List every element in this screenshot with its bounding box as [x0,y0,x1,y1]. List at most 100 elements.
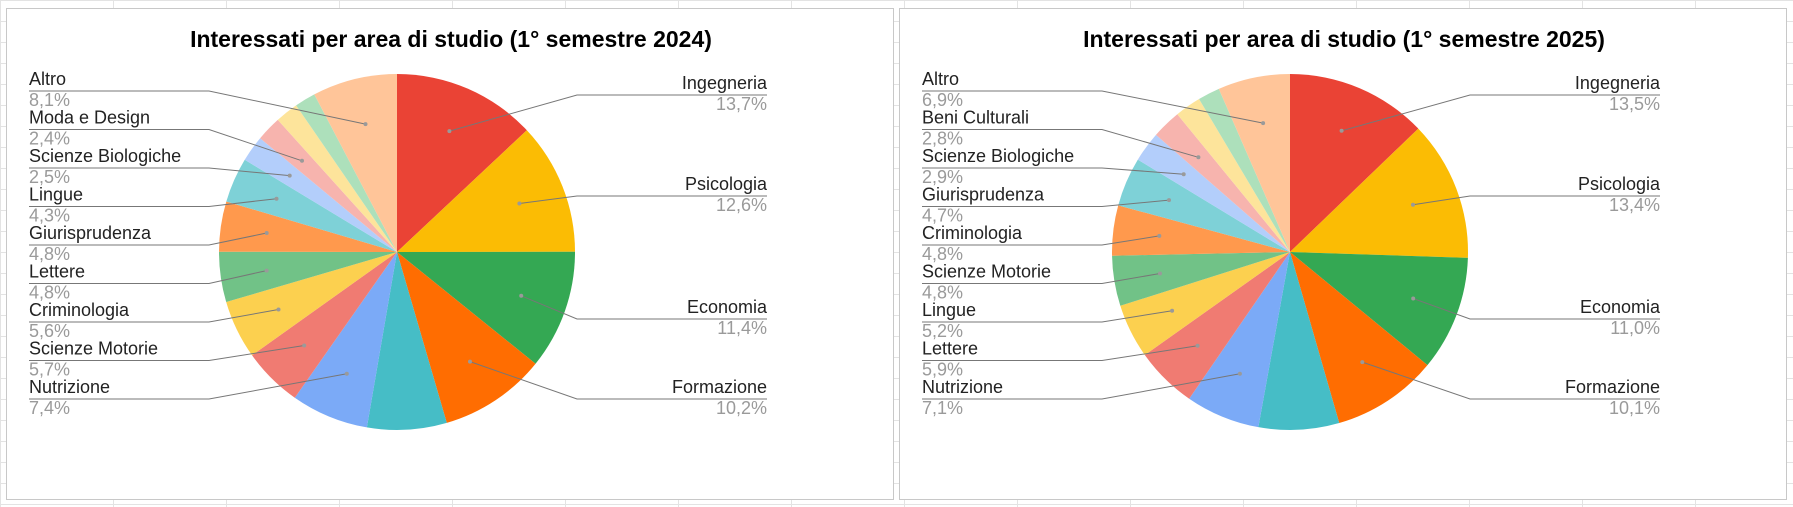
pie-slice-unlabeled-4[interactable] [366,252,447,430]
pie-slice-economia[interactable] [397,251,576,364]
slice-label-altro: Altro [922,69,959,89]
chart-title: Interessati per area di studio (1° semes… [190,26,712,52]
pie-slice-formazione[interactable] [1290,252,1428,424]
pie-slice-lettere[interactable] [1144,252,1290,399]
leader-line-psicologia [519,195,767,204]
slice-value-nutrizione: 7,4% [29,398,70,418]
leader-dot-nutrizione [1237,371,1242,376]
slice-label-formazione: Formazione [672,377,767,397]
slice-label-ingegneria: Ingegneria [682,73,768,93]
slice-value-economia: 11,0% [1610,318,1660,338]
pie-slice-psicologia[interactable] [1290,128,1468,258]
slice-label-lingue: Lingue [922,300,976,320]
slice-label-nutrizione: Nutrizione [922,377,1003,397]
slice-value-altro: 8,1% [29,90,70,110]
leader-dot-moda-e-design [300,158,304,163]
leader-dot-scienze-biologiche [287,173,292,178]
slice-label-criminologia: Criminologia [922,223,1023,243]
pie-slice-altro[interactable] [1218,74,1290,252]
leader-line-lettere [29,270,267,284]
pie-chart-2025[interactable]: Interessati per area di studio (1° semes… [899,8,1787,500]
pie-slice-lettere[interactable] [218,251,397,303]
pie-slice-giurisprudenza[interactable] [219,201,397,252]
leader-dot-formazione [468,359,472,364]
leader-dot-lingue [1170,308,1175,313]
leader-dot-economia [519,293,524,298]
slice-value-lingue: 5,2% [922,321,963,341]
pie-slice-lingue[interactable] [226,159,397,252]
pie-slice-unlabeled-13[interactable] [277,105,397,252]
leader-dot-lettere [264,268,269,273]
slice-label-scienze-motorie: Scienze Motorie [922,262,1051,282]
pie-slice-scienze-biologiche[interactable] [244,138,397,252]
pie-slice-psicologia[interactable] [397,130,575,252]
leader-line-economia [521,295,767,320]
slice-value-criminologia: 4,8% [922,244,963,264]
slice-value-scienze-motorie: 5,7% [29,360,70,380]
slice-value-formazione: 10,2% [716,398,767,418]
leader-line-lingue [29,198,277,207]
leader-dot-giurisprudenza [1167,198,1171,203]
slice-value-lettere: 5,9% [922,360,963,380]
slice-label-altro: Altro [29,69,66,89]
pie-slice-scienze-motorie[interactable] [1112,252,1290,306]
slice-value-beni-culturali: 2,8% [922,129,963,149]
leader-line-formazione [469,361,767,400]
leader-line-psicologia [1412,195,1660,206]
leader-line-scienze-biologiche [922,167,1184,175]
leader-line-lettere [922,345,1198,361]
pie-slice-unlabeled-13[interactable] [1177,99,1290,252]
pie-slice-scienze-motorie[interactable] [252,252,397,398]
pie-slice-unlabeled-4[interactable] [1258,252,1340,430]
slice-label-economia: Economia [687,297,768,317]
slice-label-psicologia: Psicologia [1578,174,1661,194]
leader-line-ingegneria [449,94,767,132]
slice-value-ingegneria: 13,5% [1609,94,1660,114]
pie-slice-nutrizione[interactable] [1189,252,1290,428]
leader-dot-lingue [274,196,279,201]
slice-value-giurisprudenza: 4,8% [29,244,70,264]
leader-dot-formazione [1360,360,1365,365]
slice-value-altro: 6,9% [922,90,963,110]
slice-value-formazione: 10,1% [1609,398,1660,418]
slice-value-lingue: 4,3% [29,206,70,226]
pie-slice-unlabeled-14[interactable] [296,94,397,252]
leader-dot-ingegneria [447,129,452,134]
pie-slice-altro[interactable] [314,74,397,252]
leader-dot-altro [363,122,368,127]
pie-slices [218,74,576,430]
leader-line-nutrizione [29,373,347,400]
leader-dot-psicologia [1411,202,1415,207]
slice-label-scienze-biologiche: Scienze Biologiche [29,146,181,166]
leader-dot-psicologia [517,201,522,206]
slice-label-psicologia: Psicologia [685,174,768,194]
pie-slice-criminologia[interactable] [226,252,397,356]
pie-slice-economia[interactable] [1290,252,1468,366]
leader-line-altro [922,90,1264,124]
slice-value-scienze-biologiche: 2,5% [29,167,70,187]
slice-value-scienze-biologiche: 2,9% [922,167,963,187]
slice-value-scienze-motorie: 4,8% [922,283,963,303]
leader-line-formazione [1362,361,1660,400]
leader-line-lingue [922,310,1173,323]
slice-value-moda-e-design: 2,4% [29,129,70,149]
pie-slice-unlabeled-14[interactable] [1199,88,1290,252]
pie-slice-moda-e-design[interactable] [260,119,397,252]
pie-chart-2024[interactable]: Interessati per area di studio (1° semes… [6,8,894,500]
slice-value-ingegneria: 13,7% [716,94,767,114]
pie-slice-scienze-biologiche[interactable] [1137,134,1290,252]
leader-line-altro [29,90,366,125]
pie-slice-nutrizione[interactable] [294,252,397,428]
leader-dot-beni-culturali [1196,155,1201,160]
leader-dot-scienze-biologiche [1181,172,1186,177]
pie-slice-giurisprudenza[interactable] [1118,159,1290,252]
pie-slice-formazione[interactable] [397,252,536,423]
pie-slice-lingue[interactable] [1120,252,1290,355]
slice-label-criminologia: Criminologia [29,300,130,320]
pie-slice-beni-culturali[interactable] [1155,114,1290,252]
slice-label-lettere: Lettere [922,339,978,359]
pie-slice-criminologia[interactable] [1112,205,1290,256]
slice-label-scienze-motorie: Scienze Motorie [29,339,158,359]
leader-dot-economia [1411,296,1416,301]
